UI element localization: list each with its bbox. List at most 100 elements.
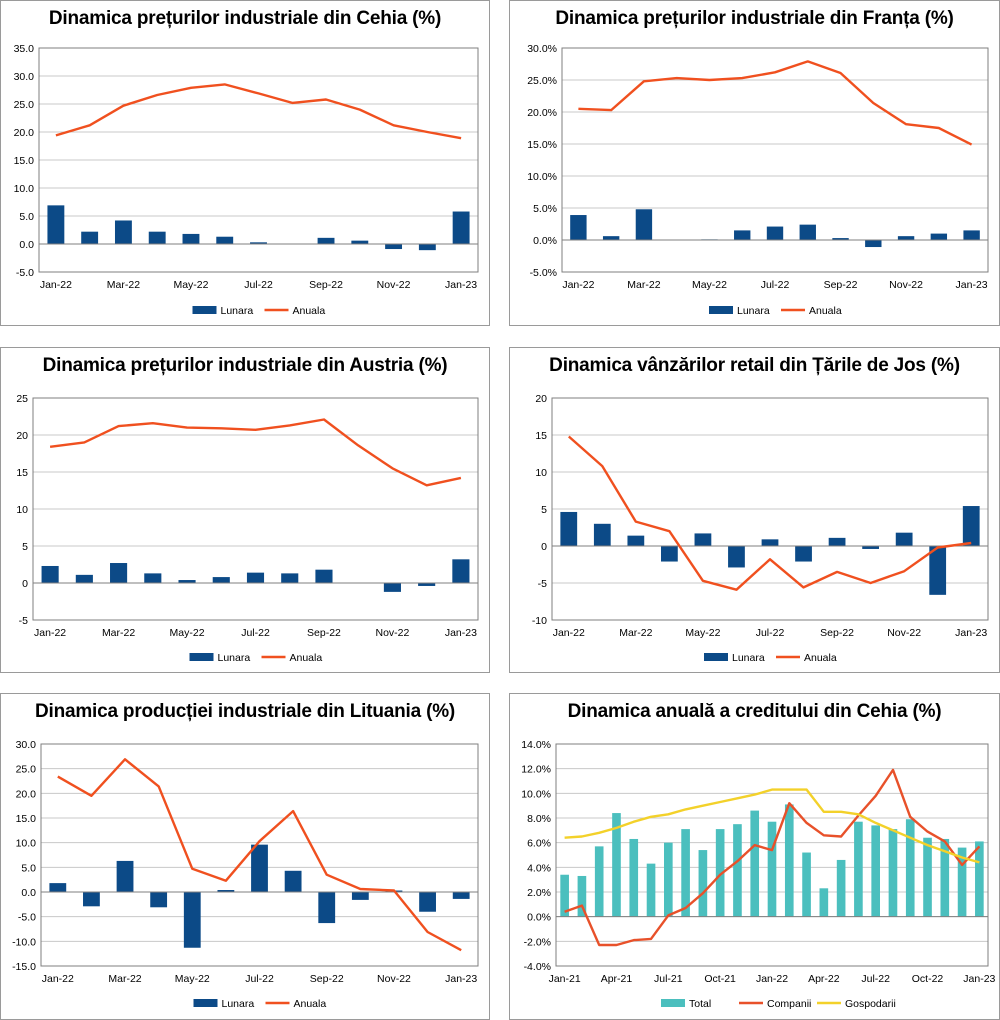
x-tick-label: Nov-22 [377, 279, 411, 291]
bar-total [646, 863, 656, 917]
chart-title: Dinamica prețurilor industriale din Cehi… [48, 8, 442, 29]
y-tick-label: 0 [22, 578, 28, 590]
bar-lunara [734, 230, 751, 240]
line-companii [564, 768, 981, 947]
bar-lunara [110, 563, 128, 583]
bar-lunara [385, 244, 403, 250]
x-tick-label: Jan-21 [549, 973, 581, 985]
chart-svg: 30.0% 25.0% 20.0% 15.0% 10.0% 5.0% 0.0% -5.0% Ja… [527, 43, 989, 317]
x-tick-label: Jul-22 [241, 627, 270, 639]
y-tick-label: 4.0% [527, 862, 551, 874]
y-tick-label: 14.0% [521, 739, 551, 751]
bar-total [698, 850, 708, 917]
legend-swatch [709, 306, 733, 314]
x-tick-label: Oct-21 [704, 973, 736, 985]
y-tick-label: 15.0% [527, 139, 557, 151]
bar-lunara [114, 220, 132, 244]
bar-lunara [862, 546, 879, 549]
x-tick-label: Jul-21 [654, 973, 683, 985]
bar-total [836, 859, 846, 917]
bar-lunara [418, 244, 436, 251]
x-tick-label: Nov-22 [377, 973, 411, 985]
x-tick-label: May-22 [692, 279, 727, 291]
y-tick-label: -15.0 [12, 961, 36, 973]
bar-total [715, 829, 725, 917]
chart-title: Dinamica vânzărilor retail din Țările de… [549, 355, 960, 376]
bar-lunara [317, 237, 335, 244]
x-tick-label: Sep-22 [820, 627, 854, 639]
y-tick-label: -2.0% [524, 936, 551, 948]
bar-lunara [217, 890, 235, 892]
bar-total [854, 821, 863, 917]
bar-lunara [246, 572, 265, 583]
bar-lunara [627, 535, 645, 546]
y-tick-label: 25 [16, 393, 28, 405]
y-tick-label: 30.0 [16, 739, 37, 751]
y-tick-label: 20.0 [14, 127, 35, 139]
y-tick-label: -5 [19, 615, 28, 627]
y-tick-label: 5.0 [19, 211, 34, 223]
y-tick-label: 10.0% [527, 171, 557, 183]
chart-panel-cehia-credit: Dinamica anuală a creditului din Cehia (… [509, 693, 1000, 1020]
x-tick-label: Jan-22 [756, 973, 788, 985]
y-tick-label: 35.0 [14, 43, 35, 55]
y-tick-label: -5.0 [16, 267, 34, 279]
bar-total [784, 804, 794, 917]
bar-lunara [602, 236, 620, 240]
bar-lunara [315, 569, 333, 583]
bar-total [577, 875, 587, 917]
bar-lunara [148, 231, 166, 244]
chart-panel-cehia-preturi: Dinamica prețurilor industriale din Cehi… [0, 0, 490, 326]
x-tick-label: Jan-23 [445, 973, 477, 985]
y-tick-label: 5.0% [533, 203, 557, 215]
x-tick-label: Apr-21 [601, 973, 633, 985]
bar-total [767, 821, 777, 917]
x-tick-label: Mar-22 [627, 279, 660, 291]
chart-panel-austria-preturi: Dinamica prețurilor industriale din Aust… [0, 347, 490, 673]
legend-label: Companii [767, 998, 811, 1010]
bar-lunara [728, 546, 745, 568]
x-tick-label: Sep-22 [309, 279, 343, 291]
y-tick-label: 20.0% [527, 107, 557, 119]
x-tick-label: Jan-23 [445, 627, 477, 639]
x-tick-label: Jan-23 [445, 279, 477, 291]
bar-lunara [183, 892, 201, 948]
y-tick-label: 5 [541, 504, 547, 516]
y-tick-label: 25.0% [527, 75, 557, 87]
bar-total [612, 813, 621, 917]
bar-lunara [452, 892, 470, 899]
legend-label: Gospodarii [845, 998, 896, 1010]
bar-lunara [49, 883, 67, 892]
bar-lunara [116, 860, 134, 892]
x-tick-label: Jan-23 [956, 279, 988, 291]
bar-lunara [41, 565, 59, 583]
bar-lunara [47, 205, 65, 244]
x-tick-label: Jan-22 [40, 279, 72, 291]
bar-lunara [694, 533, 712, 546]
bar-lunara [150, 892, 168, 908]
plot-area [38, 47, 479, 273]
bar-total [940, 838, 950, 917]
bar-lunara [795, 546, 812, 562]
line-anuala [578, 60, 973, 146]
line-anuala [568, 435, 972, 591]
bar-total [750, 810, 760, 917]
chart-svg: 25 20 15 10 5 0 -5 Jan-22 Mar-22 May-22 Jul-22 Sep-… [16, 393, 479, 664]
y-tick-label: 0.0 [21, 887, 36, 899]
x-tick-label: Sep-22 [310, 973, 344, 985]
y-tick-label: 10.0 [16, 838, 37, 850]
y-tick-label: 6.0% [527, 838, 551, 850]
x-tick-label: Jan-22 [553, 627, 585, 639]
bar-total [871, 825, 880, 917]
x-tick-label: May-22 [685, 627, 720, 639]
legend-swatch [704, 653, 728, 661]
x-tick-label: Mar-22 [102, 627, 135, 639]
bar-lunara [832, 238, 849, 240]
y-tick-label: 10.0 [14, 183, 35, 195]
y-tick-label: 30.0 [14, 71, 35, 83]
y-tick-label: -10.0 [12, 936, 36, 948]
y-tick-label: 8.0% [527, 813, 551, 825]
y-tick-label: 15.0 [16, 813, 37, 825]
bar-lunara [250, 242, 267, 244]
y-tick-label: 25.0 [14, 99, 35, 111]
